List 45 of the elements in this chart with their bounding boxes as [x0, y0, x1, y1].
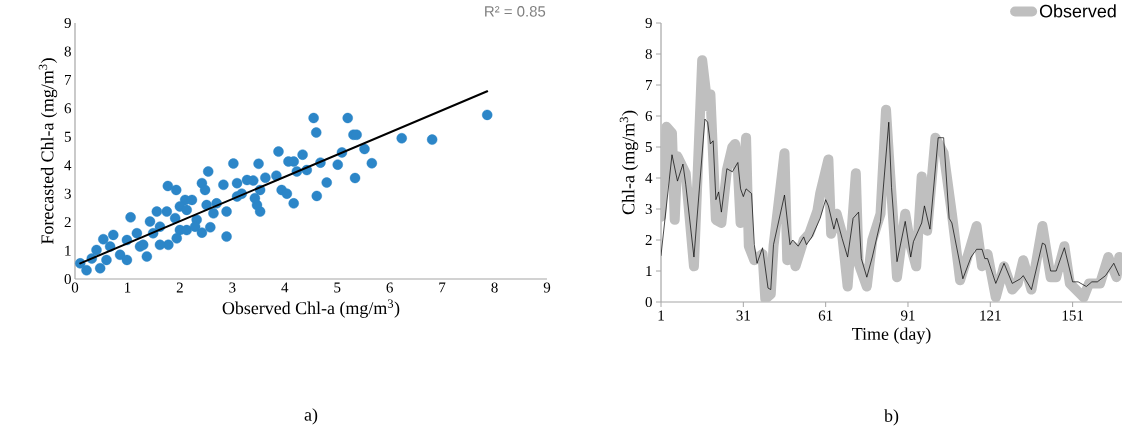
y-axis-title: Chl-a (mg/m$^{3}$) [619, 110, 639, 215]
x-tick-label: 7 [439, 282, 446, 293]
x-tick-label: 31 [736, 310, 750, 321]
x-tick-label: 91 [900, 310, 915, 321]
y-tick-label: 0 [645, 296, 652, 308]
y-tick-label: 0 [64, 273, 71, 285]
y-tick-label: 9 [64, 17, 71, 29]
y-tick-label: 2 [645, 235, 652, 245]
x-tick-label: 121 [980, 310, 1001, 321]
x-tick-label: 4 [281, 282, 289, 293]
x-tick-label: 61 [818, 310, 833, 321]
y-tick-label: 7 [646, 80, 653, 90]
y-tick-label: 8 [64, 46, 71, 57]
y-tick-label: 7 [64, 75, 72, 85]
x-tick-label: 6 [386, 282, 393, 293]
text: a) [304, 408, 318, 425]
y-tick-label: 2 [64, 217, 71, 228]
y-tick-label: 5 [645, 142, 652, 152]
y-tick-label: 8 [645, 48, 652, 60]
x-axis-title: Time (day) [852, 327, 931, 344]
x-tick-label: 1 [658, 310, 664, 321]
text: R² = 0.85 [485, 6, 546, 17]
x-tick-label: 8 [491, 282, 498, 293]
y-tick-label: 1 [65, 245, 71, 256]
y-tick-label: 4 [645, 173, 653, 183]
x-tick-label: 0 [71, 282, 79, 293]
y-tick-label: 6 [64, 103, 72, 114]
x-tick-label: 5 [334, 282, 341, 293]
y-axis-title: Forecasted Chl-a (mg/m$^{3}$) [38, 58, 58, 245]
x-tick-label: 3 [229, 282, 236, 293]
y-tick-label: 9 [645, 17, 652, 29]
x-axis-title: Observed Chl-a (mg/m$^{3}$) [222, 299, 400, 318]
line-series [661, 118, 1120, 290]
legend-label: Observed [1039, 4, 1116, 18]
x-tick-label: 2 [176, 282, 183, 293]
text: b) [884, 409, 899, 426]
y-tick-label: 3 [64, 188, 71, 199]
y-tick-label: 3 [645, 203, 652, 215]
y-tick-label: 5 [64, 131, 71, 142]
y-tick-label: 4 [64, 160, 72, 171]
x-tick-label: 1 [125, 282, 131, 293]
x-tick-label: 151 [1062, 310, 1083, 321]
y-tick-label: 6 [645, 110, 653, 122]
y-tick-label: 1 [646, 266, 652, 276]
x-tick-label: 9 [543, 282, 551, 293]
